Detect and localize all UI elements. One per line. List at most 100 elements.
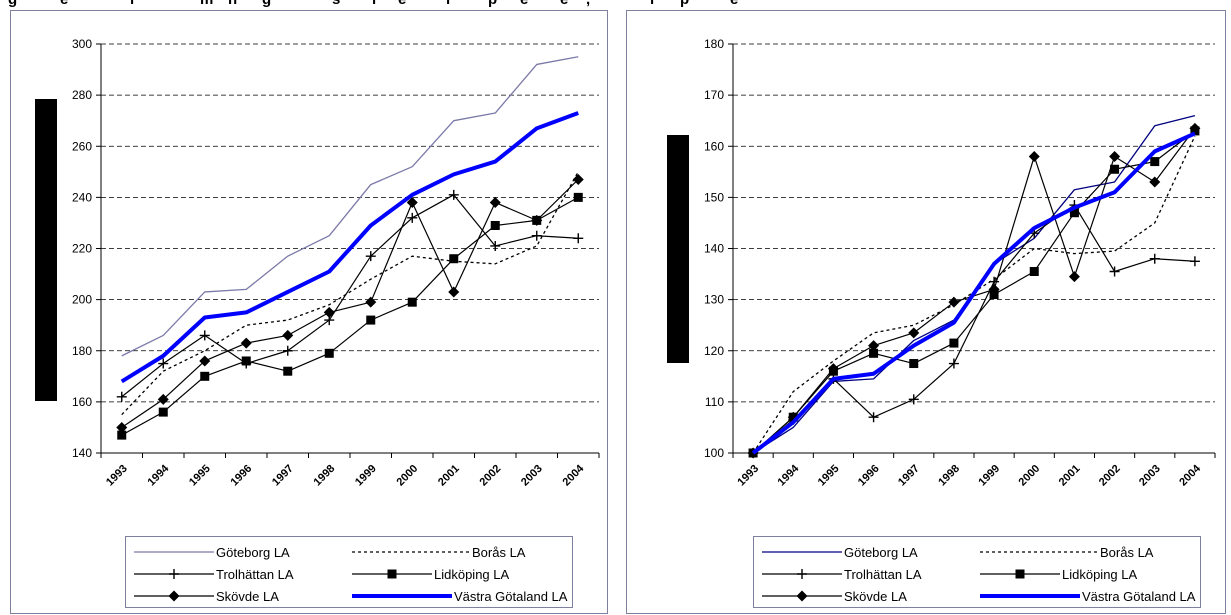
legend-item: Västra Götaland LA	[980, 587, 1196, 607]
data-point	[868, 412, 879, 423]
data-point	[531, 230, 542, 241]
data-point	[324, 348, 334, 358]
legend-item: Borås LA	[980, 543, 1194, 563]
series-lidk-ping-la	[117, 192, 583, 440]
legend-label: Skövde LA	[844, 589, 907, 604]
data-point	[1150, 157, 1160, 167]
title-fragment: e	[60, 0, 68, 8]
chart-panel-right: 100 110 120 130 140 150 160 170 180 1993 1994 1995 1…	[626, 10, 1226, 614]
data-point	[909, 359, 919, 369]
data-point	[199, 330, 210, 341]
data-point	[199, 355, 211, 367]
legend-swatch	[980, 569, 1060, 579]
data-point	[116, 421, 128, 433]
data-point	[158, 358, 169, 369]
data-point	[1149, 176, 1161, 188]
data-point	[988, 283, 1000, 295]
x-tick-label: 1998	[312, 463, 338, 489]
legend-marker	[169, 569, 179, 579]
legend-swatch	[134, 569, 214, 579]
data-point	[449, 254, 459, 264]
x-tick-label: 2002	[478, 463, 504, 489]
x-tick-label: 2004	[561, 462, 587, 488]
legend-label: Göteborg LA	[844, 545, 918, 560]
x-tick-label: 2000	[395, 463, 421, 489]
data-point	[490, 240, 501, 251]
legend-label: Västra Götaland LA	[1082, 589, 1196, 604]
y-tick-label: 180	[704, 37, 724, 51]
x-tick-label: 1994	[776, 462, 802, 488]
data-point	[282, 345, 293, 356]
title-fragment: g	[262, 0, 271, 8]
data-point	[241, 356, 251, 366]
legend-swatch	[980, 551, 1098, 553]
data-point	[157, 393, 169, 405]
y-tick-label: 140	[72, 446, 92, 460]
series-line	[121, 56, 579, 357]
y-tick-label: 260	[72, 139, 92, 153]
data-point	[283, 366, 293, 376]
legend-item: Trolhättan LA	[134, 565, 348, 585]
data-point	[323, 306, 335, 318]
legend-label: Trolhättan LA	[844, 567, 922, 582]
legend-item: Skövde LA	[762, 587, 976, 607]
series-trolh-ttan-la	[116, 189, 584, 402]
data-point	[490, 220, 500, 230]
title-fragment: e	[730, 0, 738, 8]
legend-right: Göteborg LA Borås LA Trolhättan LA Lidköpin…	[753, 536, 1201, 608]
data-point	[572, 173, 584, 185]
x-tick-label: 2001	[436, 463, 462, 489]
data-point	[1029, 267, 1039, 277]
redaction-bar	[667, 135, 689, 363]
chart-title-fragment: g e r m n g s r e r p e e, r p e	[0, 0, 1231, 10]
y-tick-label: 110	[705, 395, 724, 409]
legend-label: Västra Götaland LA	[454, 589, 568, 604]
legend-label: Lidköping LA	[1062, 567, 1138, 582]
legend-item: Västra Götaland LA	[352, 587, 568, 607]
series-sk-vde-la	[116, 173, 584, 433]
data-point	[949, 338, 959, 348]
title-fragment: e	[520, 0, 528, 8]
data-point	[407, 297, 417, 307]
data-point	[116, 391, 127, 402]
x-tick-label: 1993	[735, 463, 761, 489]
x-tick-label: 1999	[976, 463, 1002, 489]
title-fragment: g	[8, 0, 17, 8]
data-point	[407, 212, 418, 223]
y-tick-label: 160	[704, 139, 724, 153]
x-tick-label: 2001	[1057, 463, 1083, 489]
y-tick-label: 140	[704, 242, 724, 256]
legend-item: Borås LA	[352, 543, 566, 563]
title-fragment: s	[332, 0, 340, 8]
data-point	[827, 363, 839, 375]
legend-swatch	[134, 551, 214, 553]
data-point	[117, 430, 127, 440]
data-point	[240, 337, 252, 349]
data-point	[448, 286, 460, 298]
legend-swatch	[762, 569, 842, 579]
data-point	[573, 192, 583, 202]
series-line	[752, 130, 1196, 454]
x-tick-label: 2003	[1137, 463, 1163, 489]
legend-item: Trolhättan LA	[762, 565, 976, 585]
series-line	[121, 179, 579, 428]
data-point	[158, 407, 168, 417]
legend-label: Trolhättan LA	[216, 567, 294, 582]
data-point	[908, 394, 919, 405]
x-tick-label: 1999	[353, 463, 379, 489]
y-tick-label: 150	[704, 190, 724, 204]
y-tick-label: 220	[72, 242, 92, 256]
chart-panel-left: 140 160 180 200 220 240 260 280 300 1993 1994 1995 1…	[10, 10, 608, 614]
y-tick-label: 160	[72, 395, 92, 409]
legend-swatch	[352, 569, 432, 579]
x-tick-label: 1995	[187, 463, 213, 489]
title-fragment: n	[228, 0, 237, 8]
series-line	[121, 194, 579, 398]
data-point	[1189, 256, 1200, 267]
legend-marker	[797, 569, 807, 579]
legend-marker	[1015, 569, 1025, 579]
title-fragment: e	[560, 0, 568, 8]
y-tick-label: 120	[704, 344, 724, 358]
data-point	[1189, 122, 1201, 134]
y-tick-label: 280	[72, 88, 92, 102]
